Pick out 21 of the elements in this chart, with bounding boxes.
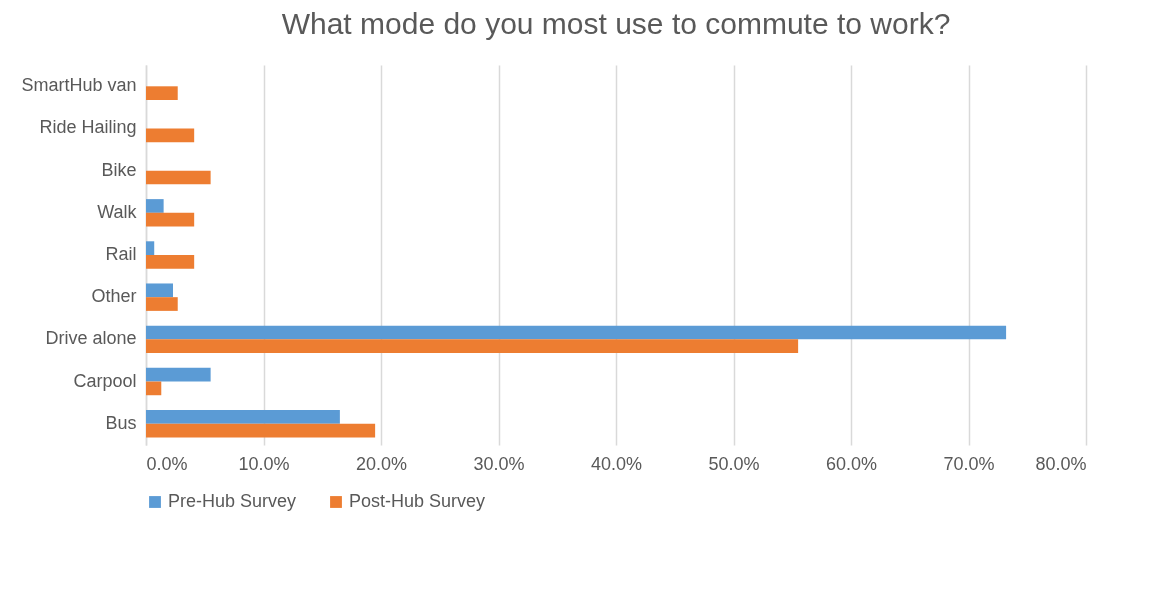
y-tick-label: Other (91, 286, 137, 307)
x-tick-label: 30.0% (473, 453, 525, 474)
x-tick-label: 40.0% (590, 453, 643, 474)
y-tick-label: Carpool (73, 370, 137, 391)
x-tick-label: 0.0% (146, 453, 188, 474)
y-tick-label: Walk (97, 201, 138, 222)
x-tick-label: 60.0% (825, 453, 878, 474)
legend-label: Post-Hub Survey (349, 491, 486, 511)
x-tick-label: 20.0% (355, 453, 408, 474)
y-tick-label: SmartHub van (21, 75, 137, 96)
y-tick-label: Drive alone (45, 328, 137, 349)
y-tick-label: Rail (105, 244, 137, 264)
legend-label: Pre-Hub Survey (168, 491, 297, 511)
x-tick-label: 80.0% (1035, 453, 1087, 474)
y-tick-label: Ride Hailing (39, 117, 137, 138)
x-tick-label: 50.0% (708, 453, 760, 474)
x-tick-label: 70.0% (943, 453, 995, 474)
y-tick-label: Bike (101, 159, 137, 180)
chart-title: What mode do you most use to commute to work? (281, 7, 951, 40)
x-tick-label: 10.0% (238, 453, 290, 474)
y-tick-label: Bus (105, 412, 137, 433)
